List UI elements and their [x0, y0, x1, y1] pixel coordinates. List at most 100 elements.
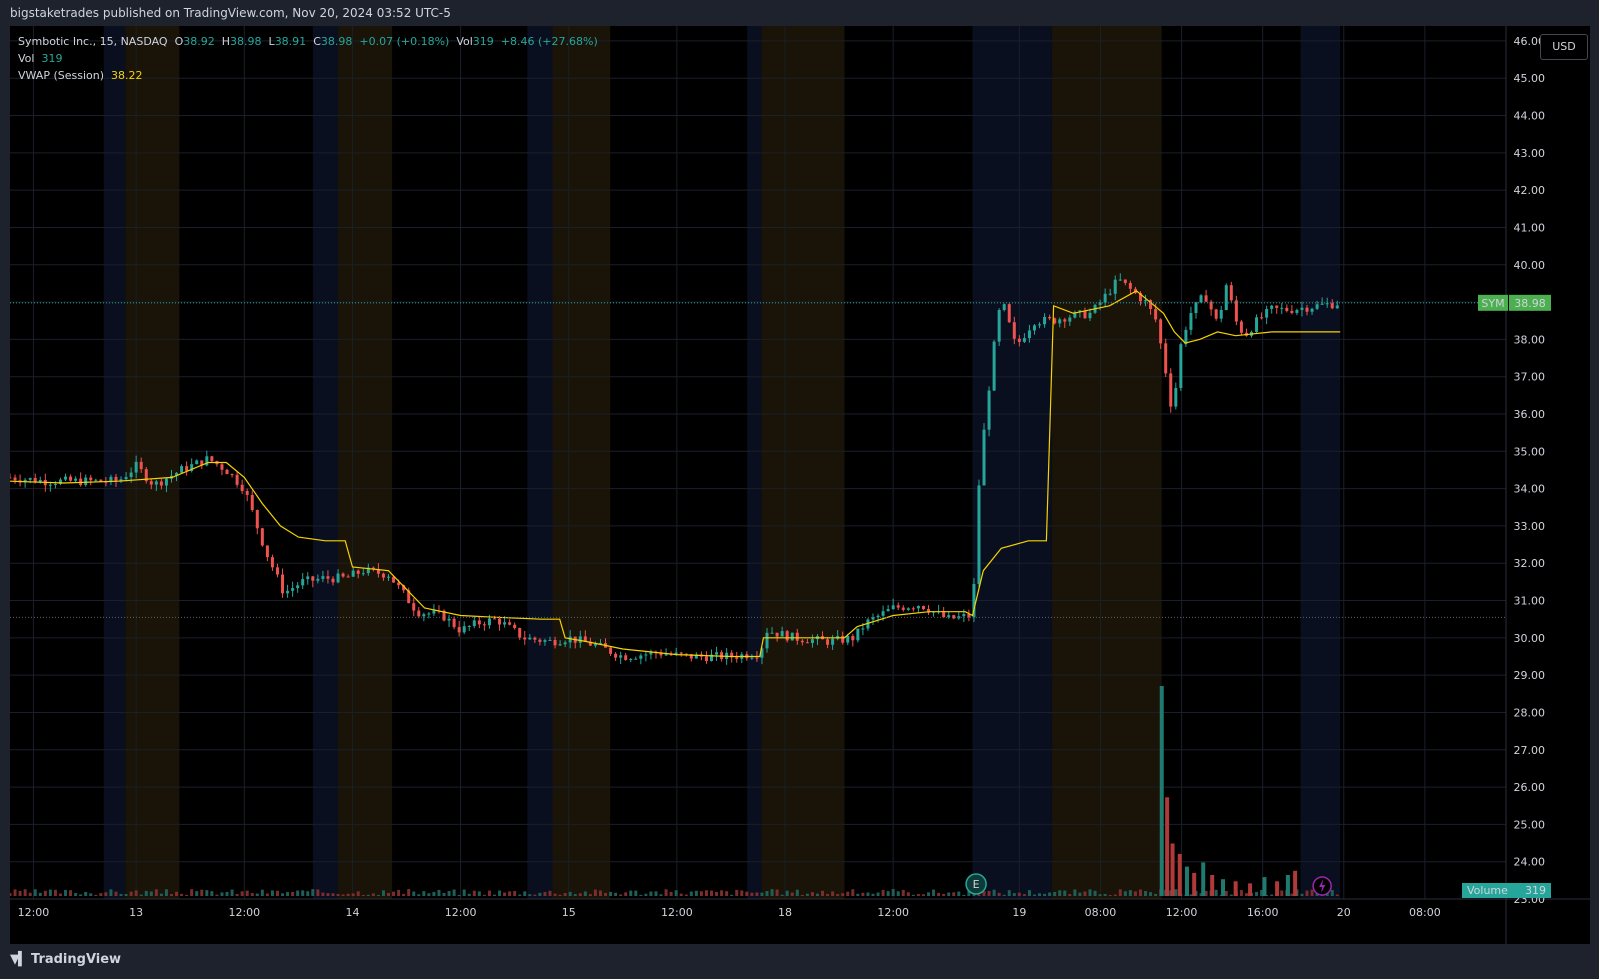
volume-bar — [1118, 889, 1122, 896]
candle-body — [598, 643, 602, 645]
time-tick-label: 12:00 — [877, 906, 909, 919]
volume-bar — [1280, 890, 1284, 896]
chart-frame[interactable]: 46.0045.0044.0043.0042.0041.0040.0039.00… — [10, 26, 1590, 944]
volume-bar — [220, 892, 224, 896]
earnings-icon-label: E — [973, 878, 980, 891]
volume-bar — [48, 889, 52, 896]
candle-body — [1103, 293, 1107, 303]
candle-body — [947, 615, 951, 618]
price-chart[interactable]: 46.0045.0044.0043.0042.0041.0040.0039.00… — [10, 26, 1590, 944]
price-tick-label: 29.00 — [1514, 669, 1546, 682]
volume-bar — [503, 892, 507, 896]
price-axis[interactable]: 46.0045.0044.0043.0042.0041.0040.0039.00… — [1514, 35, 1546, 906]
price-tick-label: 28.00 — [1514, 706, 1546, 719]
volume-bar — [604, 892, 608, 896]
candle-body — [89, 477, 93, 481]
candle-body — [94, 479, 98, 481]
legend-h-label: H — [221, 35, 231, 48]
legend-l-label: L — [268, 35, 275, 48]
legend-change: +0.07 (+0.18%) — [359, 35, 450, 48]
price-tick-label: 30.00 — [1514, 632, 1546, 645]
volume-bar — [492, 894, 496, 896]
volume-bar — [765, 890, 769, 896]
candle-body — [689, 654, 693, 659]
volume-bar — [659, 894, 663, 896]
symbol-tag-bg — [1478, 294, 1508, 311]
volume-bar — [1103, 893, 1107, 896]
volume-bar — [79, 894, 83, 896]
volume-bar — [826, 893, 830, 896]
volume-bar — [432, 891, 436, 896]
candle-body — [1174, 388, 1178, 407]
premarket-band — [747, 26, 762, 899]
candle-body — [684, 653, 688, 655]
volume-bar — [134, 890, 138, 896]
volume-bar — [180, 893, 184, 896]
volume-bar — [462, 889, 466, 896]
candle-body — [260, 528, 264, 546]
candle-body — [1138, 293, 1142, 302]
volume-bar — [987, 890, 991, 896]
volume-bar — [99, 893, 103, 896]
candle-body — [1229, 285, 1233, 301]
candle-body — [407, 590, 411, 604]
volume-bar — [538, 892, 542, 896]
candle-body — [503, 622, 507, 625]
volume-bar — [1007, 890, 1011, 896]
volume-bar — [185, 894, 189, 896]
candle-body — [376, 569, 380, 574]
candle-body — [185, 466, 189, 471]
price-tick-label: 25.00 — [1514, 818, 1546, 831]
volume-bar — [704, 890, 708, 896]
volume-bar — [699, 891, 703, 896]
candle-body — [1194, 302, 1198, 314]
volume-bar — [260, 889, 264, 896]
candle-body — [765, 632, 769, 649]
afterhours-band — [125, 26, 180, 899]
earnings-icon[interactable] — [965, 873, 987, 895]
currency-button[interactable]: USD — [1540, 34, 1588, 60]
volume-bar — [932, 889, 936, 896]
time-axis[interactable]: 12:00 13 12:00 14 12:00 15 12:00 18 12:00 19 08:00… — [18, 906, 1441, 919]
price-tick-label: 32.00 — [1514, 557, 1546, 570]
legend-vol-value: 319 — [472, 35, 494, 48]
volume-bar — [750, 892, 754, 896]
volume-bar — [94, 894, 98, 896]
candle-body — [644, 654, 648, 656]
volume-bar — [225, 891, 229, 896]
volume-bar — [336, 893, 340, 896]
candle-body — [639, 655, 643, 659]
volume-bar — [674, 890, 678, 896]
volume-tag-bg — [1462, 883, 1551, 898]
volume-bar — [1310, 889, 1314, 896]
volume-bar — [114, 891, 118, 896]
candle-body — [1118, 279, 1122, 281]
candle-body — [659, 653, 663, 656]
volume-bar — [1335, 894, 1339, 896]
candle-body — [901, 607, 905, 610]
volume-bar — [119, 893, 123, 896]
volume-bar — [13, 889, 17, 896]
event-markers[interactable]: E — [965, 873, 1332, 896]
volume-bar — [467, 893, 471, 896]
candle-body — [1027, 330, 1031, 339]
volume-bar — [1210, 875, 1215, 896]
volume-bar — [866, 892, 870, 896]
volume-bar — [755, 892, 759, 896]
price-tick-label: 46.00 — [1514, 35, 1546, 48]
volume-bar — [1149, 892, 1153, 896]
volume-bar — [891, 889, 895, 896]
candle-body — [1017, 338, 1021, 342]
volume-bar — [1093, 890, 1097, 896]
candle-body — [149, 481, 153, 485]
volume-bar — [568, 891, 572, 896]
candle-body — [79, 478, 83, 486]
candle-body — [69, 476, 73, 481]
volume-bar — [124, 893, 128, 896]
volume-bar — [886, 891, 890, 896]
volume-bar — [916, 894, 920, 896]
volume-bar — [18, 891, 22, 896]
candle-body — [356, 570, 360, 574]
candle-body — [245, 490, 249, 495]
candle-body — [523, 637, 527, 640]
